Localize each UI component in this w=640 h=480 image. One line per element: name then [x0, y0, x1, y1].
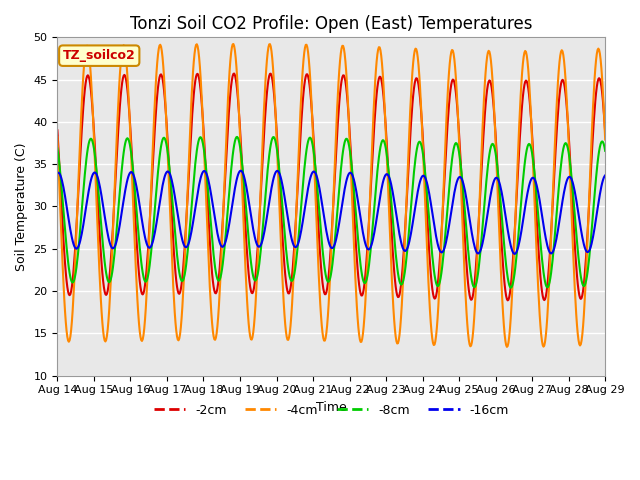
-16cm [415, 185, 422, 191]
-2cm [399, 266, 406, 272]
-16cm [120, 197, 127, 203]
-16cm [237, 168, 245, 174]
-4cm [602, 137, 609, 143]
Title: Tonzi Soil CO2 Profile: Open (East) Temperatures: Tonzi Soil CO2 Profile: Open (East) Temp… [130, 15, 532, 33]
-8cm [602, 148, 609, 154]
-2cm [63, 284, 71, 290]
-16cm [399, 244, 406, 250]
-2cm [504, 298, 511, 303]
-2cm [415, 82, 422, 88]
-2cm [230, 71, 238, 76]
-8cm [234, 134, 241, 140]
-8cm [507, 285, 515, 290]
-2cm [54, 128, 61, 133]
-16cm [602, 172, 609, 178]
-8cm [415, 140, 422, 145]
Legend: -2cm, -4cm, -8cm, -16cm: -2cm, -4cm, -8cm, -16cm [148, 399, 514, 422]
Line: -8cm: -8cm [58, 137, 605, 288]
-4cm [415, 62, 422, 68]
-16cm [175, 222, 183, 228]
-8cm [54, 145, 61, 151]
-16cm [204, 177, 212, 182]
-2cm [175, 291, 183, 297]
Line: -2cm: -2cm [58, 73, 605, 300]
-4cm [54, 134, 61, 140]
-2cm [204, 213, 212, 219]
-8cm [399, 280, 406, 286]
-8cm [120, 150, 127, 156]
-16cm [54, 170, 61, 176]
-4cm [120, 42, 127, 48]
-4cm [399, 288, 406, 294]
-16cm [63, 208, 71, 214]
-2cm [120, 73, 127, 79]
-4cm [175, 336, 183, 341]
X-axis label: Time: Time [316, 401, 347, 414]
-16cm [511, 251, 518, 257]
-2cm [602, 130, 609, 136]
Line: -16cm: -16cm [58, 171, 605, 254]
Text: TZ_soilco2: TZ_soilco2 [63, 49, 136, 62]
-8cm [204, 190, 212, 196]
Line: -4cm: -4cm [58, 44, 605, 347]
-4cm [503, 344, 511, 350]
-4cm [204, 251, 212, 256]
-8cm [175, 270, 183, 276]
-4cm [230, 41, 237, 47]
-4cm [63, 334, 71, 340]
-8cm [63, 252, 71, 257]
Y-axis label: Soil Temperature (C): Soil Temperature (C) [15, 142, 28, 271]
